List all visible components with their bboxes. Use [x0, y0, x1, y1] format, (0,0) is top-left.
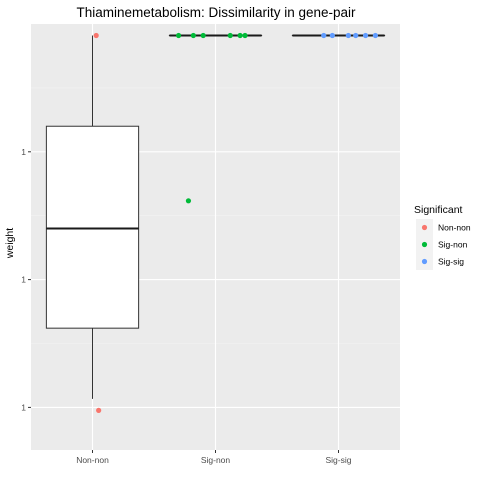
boxplots	[45, 34, 386, 399]
legend-item-sig-non: Sig-non	[416, 236, 468, 253]
data-point-sig-sig	[372, 32, 378, 39]
y-tick-label: 1	[21, 147, 26, 157]
data-point-sig-non	[237, 32, 243, 39]
x-axis-ticks: Non-non Sig-non Sig-sig	[76, 450, 352, 465]
legend-label: Sig-non	[438, 240, 468, 250]
data-point-sig-non	[176, 32, 182, 39]
y-axis-label: weight	[4, 228, 16, 259]
data-point-sig-sig	[329, 32, 335, 39]
legend-item-non-non: Non-non	[416, 219, 471, 236]
box	[45, 125, 140, 329]
y-axis-ticks: 1 1 1	[21, 147, 31, 412]
boxplot-non-non	[45, 35, 140, 399]
data-point-sig-non	[242, 32, 248, 39]
data-point-sig-non	[200, 32, 206, 39]
data-point-sig-non	[190, 32, 196, 39]
legend-marker	[421, 258, 428, 265]
jitter-points	[93, 32, 378, 413]
data-point-sig-sig	[353, 32, 359, 39]
x-tick-label: Non-non	[76, 455, 109, 465]
y-tick-label: 1	[21, 275, 26, 285]
data-point-non-non	[96, 407, 102, 413]
legend-label: Sig-sig	[438, 257, 464, 267]
data-point-sig-non	[227, 32, 233, 39]
y-tick-label: 1	[21, 402, 26, 412]
x-tick-label: Sig-non	[201, 455, 231, 465]
data-point-sig-sig	[321, 32, 327, 39]
legend-marker	[421, 224, 428, 231]
legend-item-sig-sig: Sig-sig	[416, 253, 464, 270]
data-point-non-non	[93, 32, 99, 39]
legend-title: Significant	[414, 204, 463, 216]
data-point-sig-sig	[362, 32, 369, 39]
legend: Significant Non-non Sig-non Sig-sig	[414, 204, 471, 270]
legend-marker	[421, 241, 428, 248]
data-point-sig-sig	[345, 32, 351, 39]
x-tick-label: Sig-sig	[326, 455, 352, 465]
chart-title: Thiaminemetabolism: Dissimilarity in gen…	[76, 5, 356, 20]
data-point-sig-non	[185, 198, 192, 204]
legend-label: Non-non	[438, 223, 471, 233]
